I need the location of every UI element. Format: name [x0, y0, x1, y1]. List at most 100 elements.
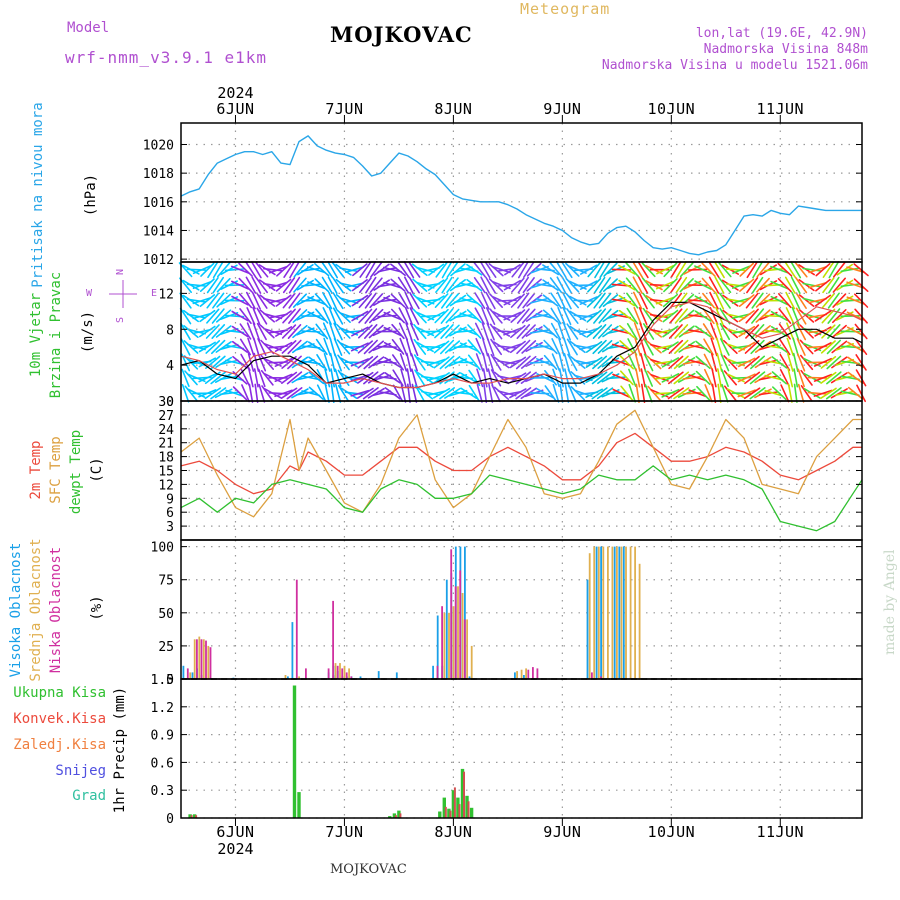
wind-arrow	[268, 297, 288, 304]
wind-arrow	[661, 357, 680, 368]
wind-arrow	[846, 326, 865, 337]
wind-arrow	[515, 387, 532, 400]
wind-arrow	[793, 383, 798, 404]
wind-arrow	[593, 292, 606, 309]
wind-arrow	[497, 360, 517, 365]
temperature-ytick-label: 6	[166, 506, 174, 521]
wind-arrow	[550, 322, 562, 341]
wind-arrow	[459, 282, 479, 289]
wind-ytick-label: 4	[166, 359, 174, 374]
temp-unit-label: (C)	[89, 457, 105, 482]
wind-arrow	[771, 356, 788, 369]
pressure-ytick-label: 1012	[143, 253, 174, 268]
wind-arrow	[723, 355, 738, 370]
wind-arrow	[263, 297, 283, 304]
clouds-axis-title-mid: Srednja Oblacnost	[28, 538, 44, 681]
wind-arrow	[682, 344, 702, 350]
wind-arrow	[413, 323, 427, 340]
wind-arrow	[390, 278, 406, 292]
wind-arrow	[758, 391, 779, 396]
wind-arrow	[606, 344, 626, 350]
wind-arrow	[516, 339, 531, 355]
wind-arrow	[364, 292, 377, 309]
wind-arrow	[702, 292, 716, 309]
wind-arrow	[482, 352, 489, 373]
wind-arrow	[737, 357, 756, 368]
wind-arrow	[632, 261, 644, 279]
cloud-bar	[527, 669, 530, 679]
wind-arrow	[453, 282, 473, 289]
wind-arrow	[694, 280, 712, 291]
wind-arrow	[726, 328, 746, 335]
wind-arrow	[799, 309, 815, 323]
wind-arrow	[410, 353, 419, 372]
wind-arrow	[606, 312, 626, 320]
wind-arrow	[441, 276, 453, 294]
wind-arrow	[330, 368, 336, 388]
wind-arrow	[745, 308, 759, 324]
wind-arrow	[409, 307, 420, 325]
cloud-bar	[620, 546, 623, 679]
wind-arrow	[245, 261, 257, 279]
wind-arrow	[529, 329, 550, 334]
wind-arrow	[474, 322, 485, 341]
wind-arrow	[322, 307, 332, 326]
wind-arrow	[777, 277, 792, 293]
wind-arrow	[726, 283, 746, 288]
wind-arrow	[717, 383, 722, 404]
wind-arrow	[556, 276, 567, 294]
wind-arrow	[205, 355, 221, 370]
wind-arrow	[511, 277, 525, 293]
wind-arrow	[254, 383, 259, 404]
wind-arrow	[644, 384, 653, 403]
wind-arrow	[239, 323, 252, 340]
wind-arrow	[703, 368, 714, 387]
wind-arrow	[286, 387, 303, 400]
wind-arrow	[586, 309, 602, 323]
wind-ytick-label: 12	[158, 287, 174, 302]
wind-arrow	[573, 344, 593, 350]
wind-arrow	[333, 337, 343, 357]
wind-arrow	[503, 279, 522, 291]
wind-arrow	[258, 383, 266, 403]
wind-arrow	[219, 375, 239, 381]
wind-arrow	[521, 308, 536, 324]
wind-arrow	[579, 312, 598, 321]
wind-arrow	[377, 282, 397, 288]
wind-arrow	[797, 368, 805, 388]
wind-arrow	[444, 387, 461, 399]
wind-arrow	[731, 297, 751, 304]
wind-arrow	[750, 355, 766, 370]
wind-arrow	[439, 339, 455, 355]
wind-arrow	[649, 313, 670, 319]
wind-arrow	[831, 308, 847, 324]
cloud-bar	[189, 672, 192, 679]
wind-arrow	[225, 359, 245, 366]
wind-arrow	[638, 291, 648, 310]
wind-arrow	[399, 353, 408, 372]
wind-arrow	[586, 325, 603, 338]
precip-legend-ylabel_conv: Konvek.Kisa	[13, 711, 106, 727]
cloud-bar	[597, 546, 600, 679]
wind-arrow	[786, 352, 794, 372]
wind-arrow	[420, 375, 441, 380]
wind-arrow	[597, 355, 613, 370]
wind-arrow	[504, 263, 521, 276]
precip-bar	[292, 685, 297, 818]
wind-arrow	[364, 308, 378, 324]
wind-arrow	[406, 352, 412, 373]
wind-arrow	[796, 322, 807, 341]
wind-arrow	[755, 325, 771, 338]
cloud-bar	[466, 619, 468, 679]
wind-arrow	[357, 324, 373, 339]
wind-arrow	[281, 340, 297, 354]
wind-arrow	[445, 292, 460, 309]
wind-arrow	[252, 306, 261, 326]
wind-arrow	[618, 264, 636, 275]
wind-arrow	[295, 374, 316, 381]
wind-arrow	[591, 387, 608, 400]
wind-arrow	[331, 261, 345, 278]
wind-arrow	[301, 267, 321, 272]
wind-arrow	[369, 277, 383, 293]
wind-arrow	[493, 386, 510, 401]
